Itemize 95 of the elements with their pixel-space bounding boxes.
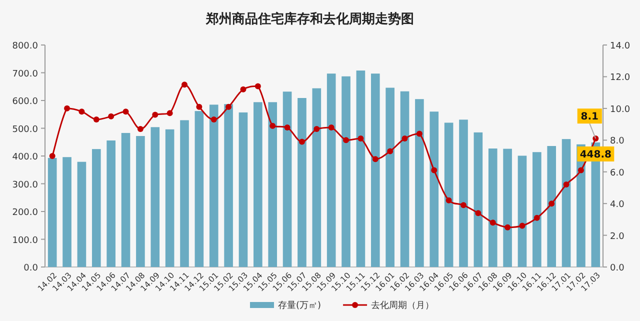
point — [166, 110, 173, 116]
bar — [532, 152, 542, 267]
point — [431, 167, 438, 174]
bar — [136, 136, 145, 267]
bar — [444, 122, 454, 267]
point — [314, 126, 320, 132]
y-tick-label: 200.0 — [12, 208, 38, 218]
point — [446, 197, 452, 204]
point — [387, 148, 394, 154]
point — [563, 182, 570, 188]
y2-tick-label: 12.0 — [610, 73, 630, 84]
bar — [474, 132, 483, 267]
point — [254, 83, 261, 90]
y-tick-label: 500.0 — [12, 124, 38, 135]
y2-tick-label: 2.0 — [610, 232, 625, 242]
point — [182, 82, 188, 88]
point — [372, 156, 378, 162]
bar — [298, 98, 306, 267]
bar — [400, 91, 410, 267]
y2-tick-label: 10.0 — [610, 104, 630, 115]
point — [343, 137, 350, 144]
bar — [180, 120, 189, 267]
point — [298, 138, 305, 145]
bar — [326, 74, 336, 267]
point — [137, 126, 144, 132]
y-tick-label: 100.0 — [12, 236, 38, 246]
bar — [430, 112, 439, 267]
bar — [268, 102, 278, 267]
bar — [106, 140, 116, 267]
point — [475, 210, 482, 216]
bar — [77, 162, 86, 267]
bar — [370, 74, 380, 267]
y-tick-label: 800.0 — [12, 42, 38, 52]
bar — [488, 148, 498, 267]
y-tick-label: 300.0 — [12, 180, 38, 190]
chart-title: 郑州商品住宅库存和去化周期走势图 — [205, 11, 414, 27]
y-tick-label: 700.0 — [12, 69, 38, 80]
bar — [459, 120, 468, 267]
y-tick-label: 600.0 — [12, 97, 38, 107]
data-label: 8.1 — [580, 112, 599, 123]
point — [358, 136, 364, 142]
bar — [121, 132, 130, 267]
y-tick-label: 0.0 — [24, 264, 38, 274]
bar — [62, 157, 72, 267]
legend-label: 存量(万㎡) — [278, 300, 322, 311]
point — [93, 116, 100, 123]
point — [152, 112, 158, 118]
y2-tick-label: 14.0 — [610, 42, 630, 52]
point — [578, 167, 584, 174]
bar — [356, 70, 366, 267]
bar — [194, 111, 204, 267]
bar — [254, 102, 262, 267]
bar — [562, 139, 571, 267]
bar — [342, 76, 350, 267]
bar — [518, 156, 527, 267]
point — [49, 153, 56, 159]
point — [64, 105, 70, 112]
data-label: 448.8 — [580, 149, 612, 160]
point — [504, 224, 511, 230]
point — [210, 116, 217, 123]
point — [196, 104, 202, 110]
bar — [48, 158, 57, 267]
y2-tick-label: 0.0 — [610, 264, 625, 274]
point — [402, 136, 408, 142]
point — [122, 108, 129, 115]
bar — [503, 148, 512, 267]
point — [460, 202, 466, 208]
bar — [386, 88, 394, 267]
legend-label: 去化周期（月） — [371, 300, 434, 311]
bar — [415, 99, 424, 267]
point — [108, 113, 114, 120]
point — [548, 200, 555, 207]
point — [78, 108, 85, 115]
bar — [312, 88, 322, 267]
point — [490, 220, 496, 226]
bar — [238, 112, 248, 267]
point — [328, 124, 334, 130]
point — [270, 122, 276, 129]
point — [416, 130, 422, 137]
y-tick-label: 400.0 — [12, 152, 38, 162]
bar — [150, 127, 160, 267]
point — [534, 214, 540, 221]
y2-tick-label: 8.0 — [610, 136, 625, 147]
bar — [547, 146, 556, 267]
bar — [209, 104, 218, 267]
bar — [92, 149, 101, 267]
point — [226, 104, 232, 110]
y2-tick-label: 4.0 — [610, 200, 625, 210]
y2-tick-label: 6.0 — [610, 168, 625, 178]
bar — [282, 92, 292, 267]
point — [519, 222, 526, 229]
point — [240, 86, 246, 92]
point — [284, 124, 290, 130]
bar — [165, 129, 174, 267]
bar — [224, 104, 233, 267]
